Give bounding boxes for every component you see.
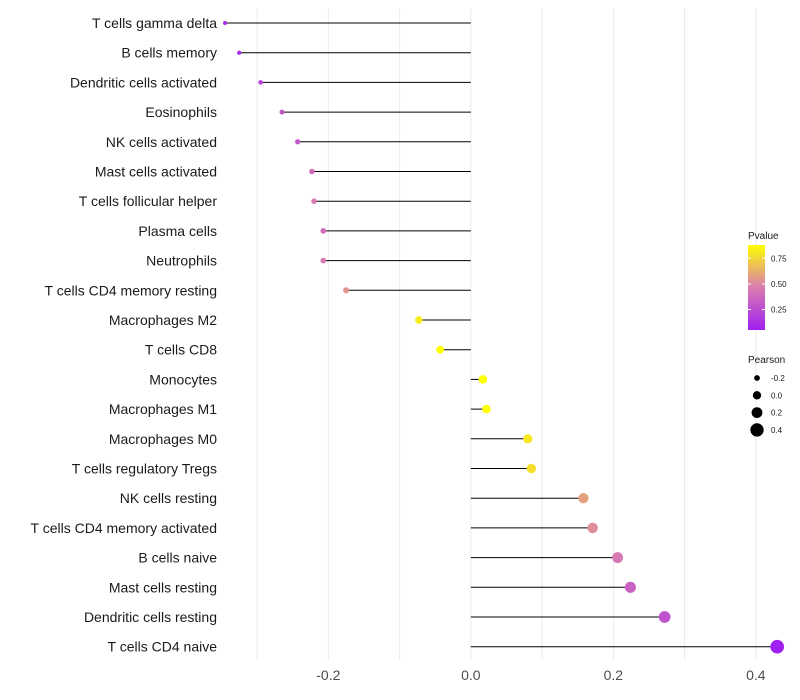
pvalue-legend-label: 0.50: [771, 280, 787, 289]
pvalue-color-bar: [748, 245, 765, 330]
data-point: [343, 287, 350, 294]
pearson-legend-label: 0.0: [771, 391, 783, 400]
category-label: Macrophages M0: [109, 431, 217, 447]
data-point: [587, 522, 598, 534]
category-label: Macrophages M1: [109, 401, 217, 417]
category-label: Eosinophils: [145, 104, 217, 120]
category-labels: T cells gamma delta B cells memory Dendrit…: [31, 15, 218, 655]
data-point: [578, 493, 589, 504]
pearson-legend-label: 0.4: [771, 426, 783, 435]
data-point: [320, 257, 327, 264]
data-point: [612, 552, 624, 564]
category-label: T cells follicular helper: [79, 193, 218, 209]
size-legend-key: [751, 407, 763, 419]
pearson-legend-label: -0.2: [771, 374, 785, 383]
size-legend-key: [750, 423, 764, 437]
data-point: [624, 581, 636, 593]
pearson-legend-label: 0.2: [771, 409, 783, 418]
lollipop-points: [223, 21, 785, 654]
category-label: T cells gamma delta: [92, 15, 217, 31]
category-label: B cells naive: [138, 550, 217, 566]
category-label: Macrophages M2: [109, 312, 217, 328]
x-tick-label: -0.2: [316, 667, 340, 683]
category-label: Dendritic cells resting: [84, 609, 217, 625]
size-legend-key: [754, 375, 760, 381]
category-label: NK cells activated: [106, 134, 217, 150]
data-point: [478, 375, 488, 384]
pvalue-legend-label: 0.75: [771, 254, 787, 263]
data-point: [436, 345, 445, 354]
data-point: [482, 404, 491, 414]
category-label: Monocytes: [149, 371, 217, 387]
grid-lines: [256, 8, 757, 660]
pearson-legend-title: Pearson: [748, 355, 785, 366]
size-legend-key: [752, 391, 762, 400]
category-label: Mast cells resting: [109, 579, 217, 595]
data-point: [237, 50, 242, 55]
pvalue-legend-title: Pvalue: [748, 231, 779, 242]
x-tick-label: 0.0: [461, 667, 481, 683]
category-label: T cells CD4 memory resting: [45, 282, 217, 298]
data-point: [258, 80, 263, 85]
category-label: T cells CD4 naive: [108, 639, 218, 655]
data-point: [526, 463, 537, 474]
data-point: [309, 168, 315, 175]
data-point: [523, 434, 533, 444]
data-point: [320, 228, 327, 234]
data-point: [658, 611, 671, 623]
category-label: Neutrophils: [146, 253, 217, 269]
category-label: T cells CD4 memory activated: [31, 520, 217, 536]
data-point: [295, 139, 301, 145]
lollipop-segments: [225, 22, 778, 648]
data-point: [223, 21, 227, 25]
category-label: Plasma cells: [138, 223, 217, 239]
data-point: [415, 316, 423, 324]
legend: Pvalue 0.25 0.50 0.75 Pearson -0.2 0.0 0.2 0.4: [748, 231, 787, 437]
category-label: T cells regulatory Tregs: [72, 461, 217, 477]
x-tick-label: 0.4: [746, 667, 766, 683]
data-point: [279, 109, 285, 115]
x-axis-tick-labels: -0.2 0.0 0.2 0.4: [316, 667, 766, 683]
category-label: Dendritic cells activated: [70, 74, 217, 90]
data-point: [770, 639, 785, 654]
data-point: [311, 198, 317, 204]
pvalue-legend-label: 0.25: [771, 306, 787, 315]
category-label: Mast cells activated: [95, 164, 217, 180]
x-tick-label: 0.2: [604, 667, 624, 683]
category-label: B cells memory: [121, 45, 217, 61]
category-label: NK cells resting: [120, 490, 217, 506]
category-label: T cells CD8: [145, 342, 217, 358]
